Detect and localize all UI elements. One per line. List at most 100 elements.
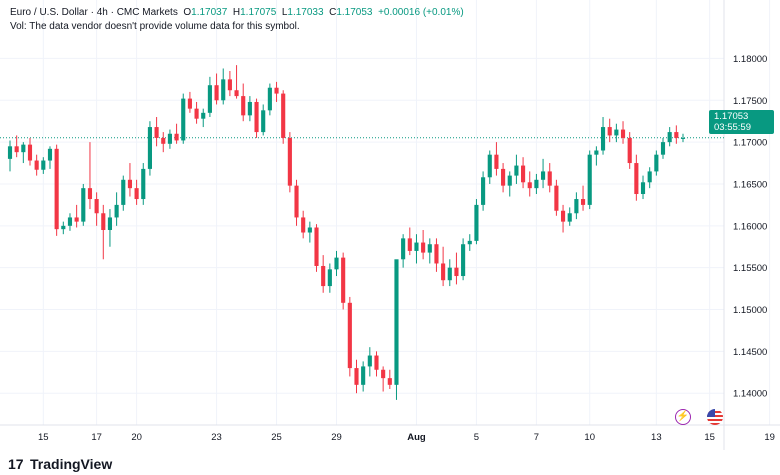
lightning-icon[interactable]: ⚡ — [675, 409, 691, 425]
y-tick-label: 1.14500 — [733, 347, 767, 358]
current-price-label: 1.17053 — [714, 111, 749, 122]
candle-body — [354, 368, 359, 385]
candle-body — [61, 225, 66, 230]
candle-body — [501, 168, 506, 186]
close-label: C — [329, 7, 337, 18]
candle-body — [401, 238, 406, 260]
candle-body — [34, 160, 39, 170]
candle-body — [554, 185, 559, 211]
candle-body — [187, 98, 192, 109]
x-tick-label: 17 — [91, 432, 102, 443]
candle-body — [454, 267, 459, 277]
candle-body — [667, 132, 672, 143]
candle-body — [467, 240, 472, 245]
candle-body — [87, 188, 93, 200]
symbol-title: Euro / U.S. Dollar · 4h · CMC Markets — [10, 7, 178, 18]
candle-body — [167, 133, 172, 144]
candle-body — [261, 110, 266, 133]
candle-body — [341, 257, 346, 303]
y-tick-label: 1.15000 — [733, 305, 767, 316]
x-tick-label: Aug — [407, 432, 426, 443]
candle-body — [447, 267, 452, 281]
candle-body — [361, 366, 366, 385]
candle-body — [161, 137, 166, 144]
y-tick-label: 1.16000 — [733, 221, 767, 232]
candle-body — [321, 265, 326, 287]
candle-body — [114, 204, 119, 218]
candle-body — [234, 90, 239, 97]
symbol-header: Euro / U.S. Dollar · 4h · CMC Markets O 1… — [10, 7, 464, 18]
candle-body — [47, 148, 53, 161]
candle-body — [427, 244, 432, 253]
x-tick-label: 23 — [211, 432, 222, 443]
candle-body — [541, 171, 546, 180]
y-tick-label: 1.14000 — [733, 389, 767, 400]
low-label: L — [281, 7, 288, 18]
candle-body — [481, 177, 486, 205]
x-tick-label: 19 — [764, 432, 775, 443]
candle-body — [74, 217, 79, 222]
candle-body — [654, 154, 659, 172]
high-value: 1.17075 — [240, 7, 277, 18]
x-tick-label: 7 — [534, 432, 539, 443]
candle-body — [94, 199, 99, 214]
x-tick-label: 5 — [474, 432, 479, 443]
candle-body — [174, 133, 179, 141]
candle-body — [54, 148, 59, 230]
x-tick-label: 13 — [651, 432, 662, 443]
candle-body — [194, 108, 199, 119]
candle-body — [521, 165, 526, 183]
candle-body — [347, 302, 352, 369]
x-tick-label: 15 — [38, 432, 49, 443]
candle-body — [594, 150, 599, 155]
candle-body — [101, 213, 106, 230]
candle-body — [487, 154, 492, 178]
candle-body — [627, 137, 632, 164]
candle-body — [221, 79, 226, 101]
tradingview-logo[interactable]: 17 TradingView — [8, 456, 112, 472]
candle-body — [674, 132, 679, 138]
candle-body — [127, 179, 133, 189]
y-tick-label: 1.17000 — [733, 138, 767, 149]
candle-body — [147, 127, 152, 169]
candle-body — [507, 175, 512, 186]
candle-body — [640, 182, 646, 195]
candle-body — [494, 154, 499, 169]
candle-body — [647, 171, 652, 183]
candle-body — [394, 259, 399, 385]
us-flag-icon[interactable] — [707, 409, 723, 425]
candle-body — [254, 101, 259, 133]
candle-body — [381, 369, 386, 379]
candle-body — [580, 199, 586, 205]
candle-body — [121, 179, 126, 205]
candle-body — [587, 154, 592, 205]
candle-body — [374, 355, 379, 370]
x-tick-label: 20 — [131, 432, 142, 443]
x-tick-label: 10 — [584, 432, 595, 443]
candle-body — [21, 144, 26, 153]
candle-body — [680, 137, 686, 139]
candle-body — [434, 244, 439, 264]
x-tick-label: 15 — [704, 432, 715, 443]
tradingview-logo-text: TradingView — [30, 456, 113, 472]
candle-body — [514, 165, 519, 176]
candle-body — [241, 96, 246, 116]
candle-body — [67, 217, 73, 226]
candle-body — [660, 142, 666, 155]
candle-body — [41, 160, 46, 170]
candle-body — [421, 242, 426, 253]
open-label: O — [183, 7, 192, 18]
candle-body — [154, 127, 159, 138]
volume-note: Vol: The data vendor doesn't provide vol… — [10, 21, 300, 32]
candle-body — [81, 188, 86, 222]
candle-body — [247, 101, 252, 116]
candle-body — [327, 269, 332, 287]
candle-body — [461, 244, 466, 277]
candle-body — [294, 185, 299, 218]
y-tick-label: 1.17500 — [733, 96, 767, 107]
candle-body — [287, 137, 292, 186]
bar-countdown: 03:55:59 — [714, 122, 751, 133]
candle-body — [634, 163, 639, 195]
